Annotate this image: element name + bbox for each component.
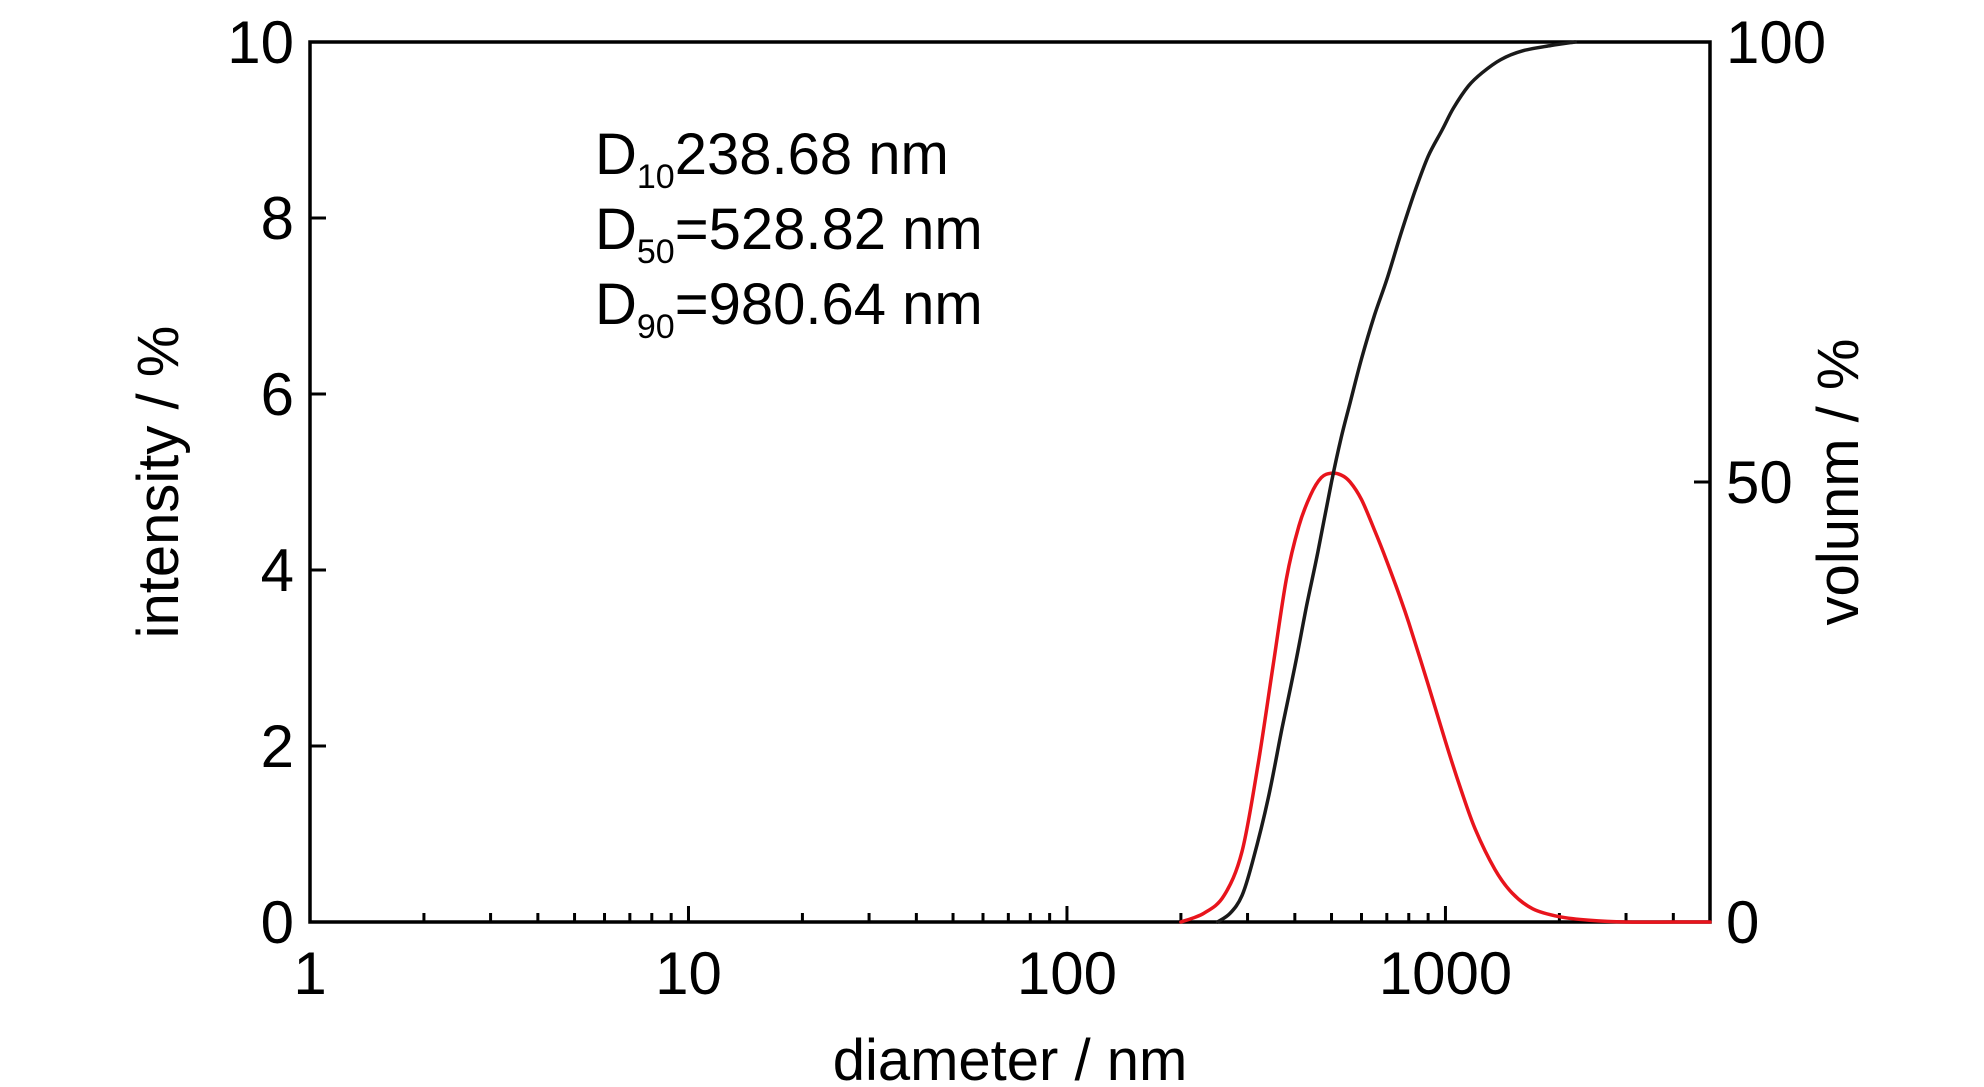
y-right-tick-label: 0 xyxy=(1726,889,1759,956)
series-layer xyxy=(1179,40,1712,924)
x-tick-label: 1000 xyxy=(1379,940,1512,1007)
x-tick-label: 1 xyxy=(293,940,326,1007)
annotation-d10-value: 238.68 nm xyxy=(675,122,949,187)
y-left-tick-label: 0 xyxy=(261,889,294,956)
left-axis-title: intensity / % xyxy=(126,326,191,639)
x-tick-label: 100 xyxy=(1017,940,1117,1007)
volume-curve xyxy=(1215,40,1577,924)
annotation-d50-sub: 50 xyxy=(637,233,675,271)
annotation-d50-main: D xyxy=(595,197,637,262)
right-axis-title: volunm / % xyxy=(1806,339,1871,626)
plot-frame xyxy=(308,40,1712,924)
annotations: D10238.68 nm D50=528.82 nm D90=980.64 nm xyxy=(595,122,983,346)
intensity-curve xyxy=(1179,471,1712,924)
annotation-d10-sub: 10 xyxy=(637,158,675,196)
y-left-tick-label: 4 xyxy=(261,537,294,604)
annotation-d90: D90=980.64 nm xyxy=(595,272,983,346)
annotation-d50: D50=528.82 nm xyxy=(595,197,983,271)
annotation-d10: D10238.68 nm xyxy=(595,122,949,196)
annotation-d50-value: =528.82 nm xyxy=(675,197,983,262)
annotation-d10-main: D xyxy=(595,122,637,187)
x-axis-title: diameter / nm xyxy=(833,1028,1188,1087)
y-right-tick-label: 100 xyxy=(1726,9,1826,76)
annotation-d90-main: D xyxy=(595,272,637,337)
annotation-d90-value: =980.64 nm xyxy=(675,272,983,337)
y-left-tick-label: 8 xyxy=(261,185,294,252)
y-left-tick-label: 2 xyxy=(261,713,294,780)
annotation-d90-sub: 90 xyxy=(637,308,675,346)
y-right-tick-label: 50 xyxy=(1726,449,1793,516)
x-tick-label: 10 xyxy=(655,940,722,1007)
y-left-tick-label: 10 xyxy=(227,9,294,76)
y-left-tick-label: 6 xyxy=(261,361,294,428)
